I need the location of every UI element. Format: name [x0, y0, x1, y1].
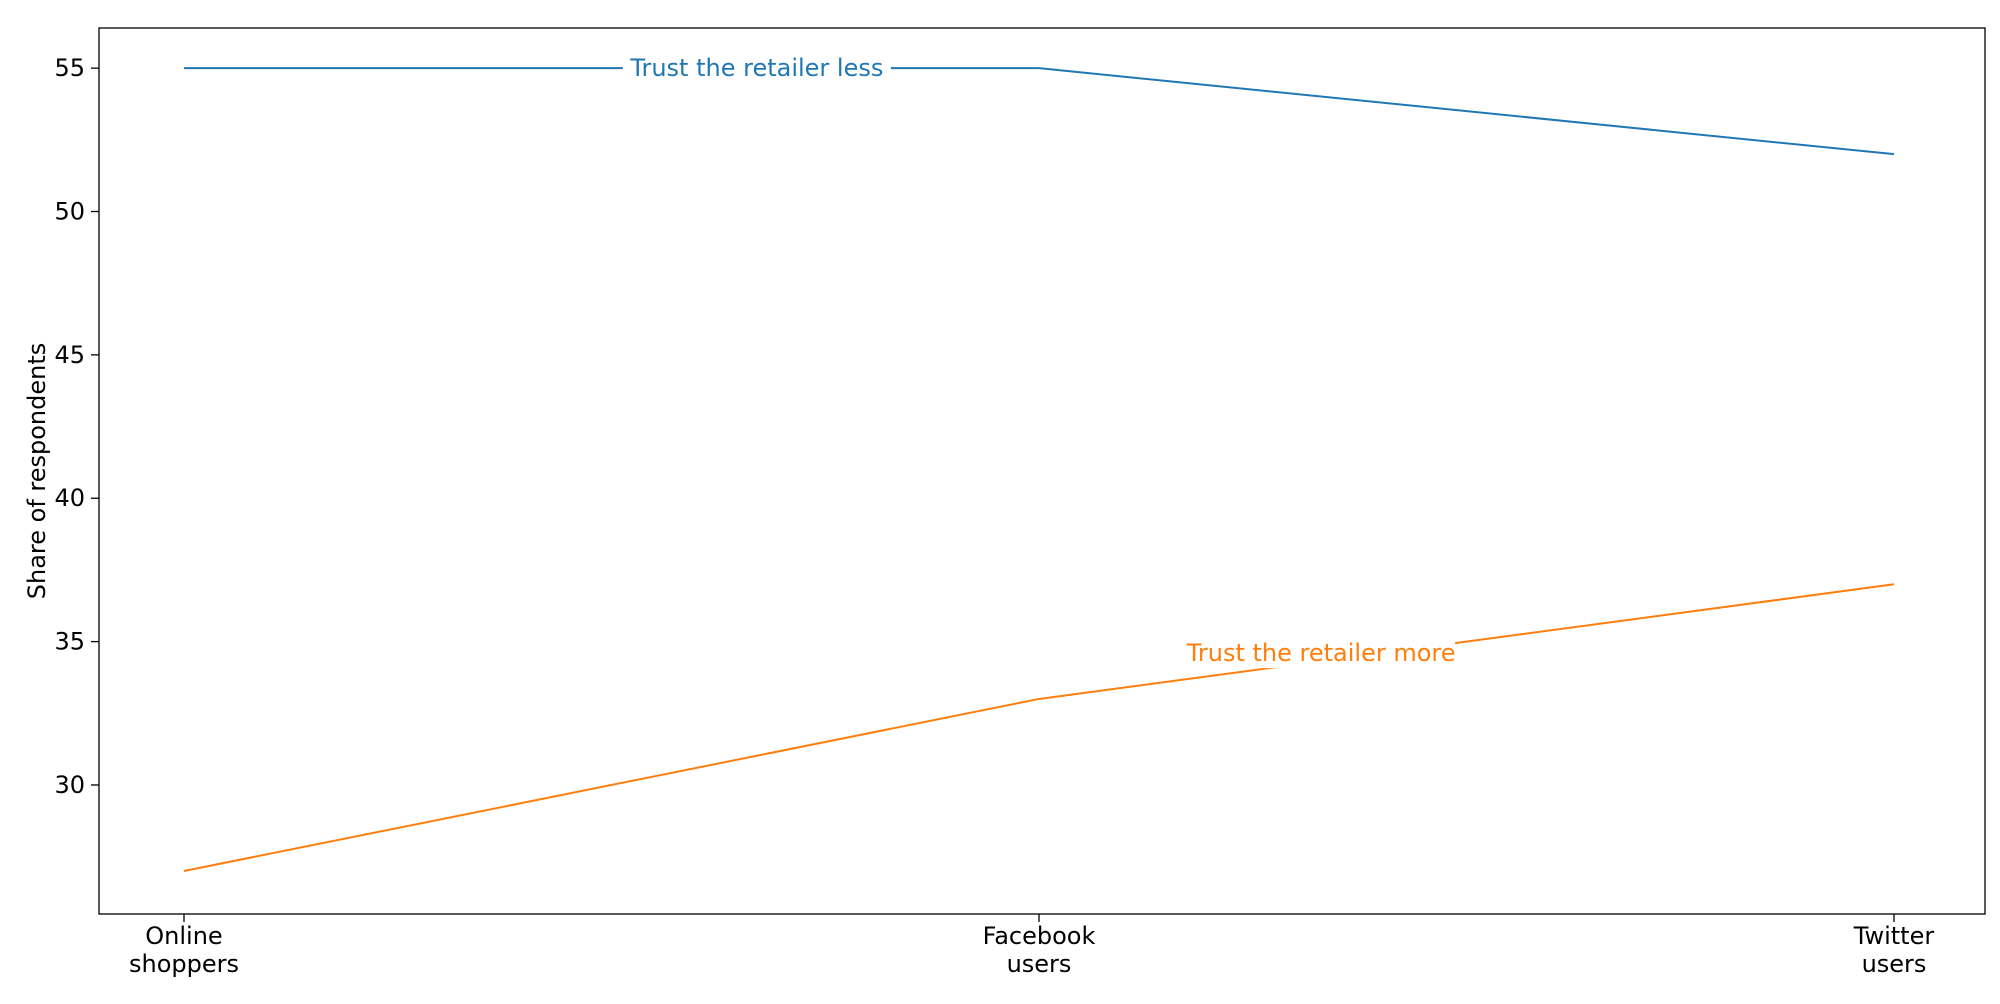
y-tick-label: 55	[54, 54, 85, 82]
series-label-background	[1187, 638, 1456, 669]
y-tick-label: 35	[54, 628, 85, 656]
y-tick-label: 50	[54, 198, 85, 226]
series-label: Trust the retailer less	[629, 54, 883, 82]
y-tick-label: 45	[54, 341, 85, 369]
x-tick-label: Twitter users	[1853, 922, 1935, 978]
y-axis-label: Share of respondents	[23, 343, 51, 600]
y-tick-label: 30	[54, 771, 85, 799]
series-labels: Trust the retailer less Trust the retaile…	[622, 53, 1456, 669]
x-tick-label: Online shoppers	[129, 922, 239, 978]
series-label-background	[622, 53, 891, 84]
series-label: Trust the retailer more	[1186, 639, 1456, 667]
x-tick-label: Facebook users	[983, 922, 1096, 978]
x-axis-ticks: Online shoppers Facebook users Twitter users	[129, 914, 1934, 978]
series-line	[183, 583, 1895, 872]
y-axis-ticks: 30 35 40 45 50 55	[54, 54, 99, 799]
series-lines	[183, 67, 1895, 872]
y-tick-label: 40	[54, 484, 85, 512]
series-line	[184, 67, 1895, 156]
plot-area	[98, 27, 1986, 915]
